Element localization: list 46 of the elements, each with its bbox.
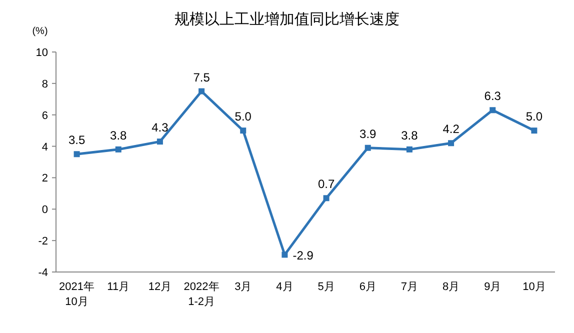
- text: 3.5: [68, 133, 86, 148]
- point: [156, 138, 163, 145]
- x-tick-label: 10月: [522, 281, 546, 293]
- text: 5.0: [234, 110, 252, 124]
- x-tick-label: 2021年 10月: [59, 281, 95, 308]
- text: 7.5: [193, 70, 210, 84]
- point: [448, 140, 454, 146]
- point: [323, 195, 330, 202]
- point: [531, 128, 538, 134]
- text: 4.2: [442, 122, 460, 136]
- x-tick-label: 4月: [276, 281, 294, 293]
- x-tick-label: 12月: [148, 281, 172, 293]
- y-tick-label: -2: [38, 236, 48, 248]
- text: 4.3: [152, 120, 168, 135]
- point: [282, 252, 288, 258]
- x-tick-label: 2022年 1-2月: [184, 281, 220, 308]
- x-tick-label: 11月: [107, 281, 130, 293]
- y-axis-title: (%): [32, 26, 48, 37]
- x-tick-label: 5月: [318, 281, 335, 293]
- y-tick-label: 6: [42, 110, 48, 122]
- y-tick-label: -4: [38, 267, 48, 279]
- text: 3.8: [110, 128, 127, 142]
- point: [115, 146, 122, 152]
- text: 0.7: [318, 177, 335, 192]
- y-tick-label: 4: [42, 141, 48, 154]
- text: 5.0: [526, 110, 543, 124]
- point: [490, 107, 496, 114]
- y-tick-label: 8: [42, 78, 48, 90]
- y-tick-label: 10: [36, 47, 48, 59]
- x-tick-label: 3月: [234, 281, 252, 293]
- x-tick-label: 7月: [400, 281, 418, 293]
- text: -2.9: [292, 248, 314, 263]
- point: [198, 88, 205, 94]
- text: 3.9: [360, 126, 376, 141]
- text: 3.8: [401, 128, 418, 142]
- point: [364, 144, 371, 151]
- point: [240, 128, 246, 134]
- y-tick-label: 0: [42, 204, 48, 216]
- point: [74, 151, 80, 158]
- y-tick-label: 2: [42, 172, 48, 185]
- x-tick-label: 9月: [484, 281, 502, 293]
- x-tick-label: 6月: [359, 281, 376, 293]
- x-tick-label: 8月: [442, 281, 460, 293]
- point: [406, 146, 412, 152]
- text: 6.3: [484, 89, 501, 104]
- chart-title: 规模以上工业增加值同比增长速度: [174, 11, 400, 28]
